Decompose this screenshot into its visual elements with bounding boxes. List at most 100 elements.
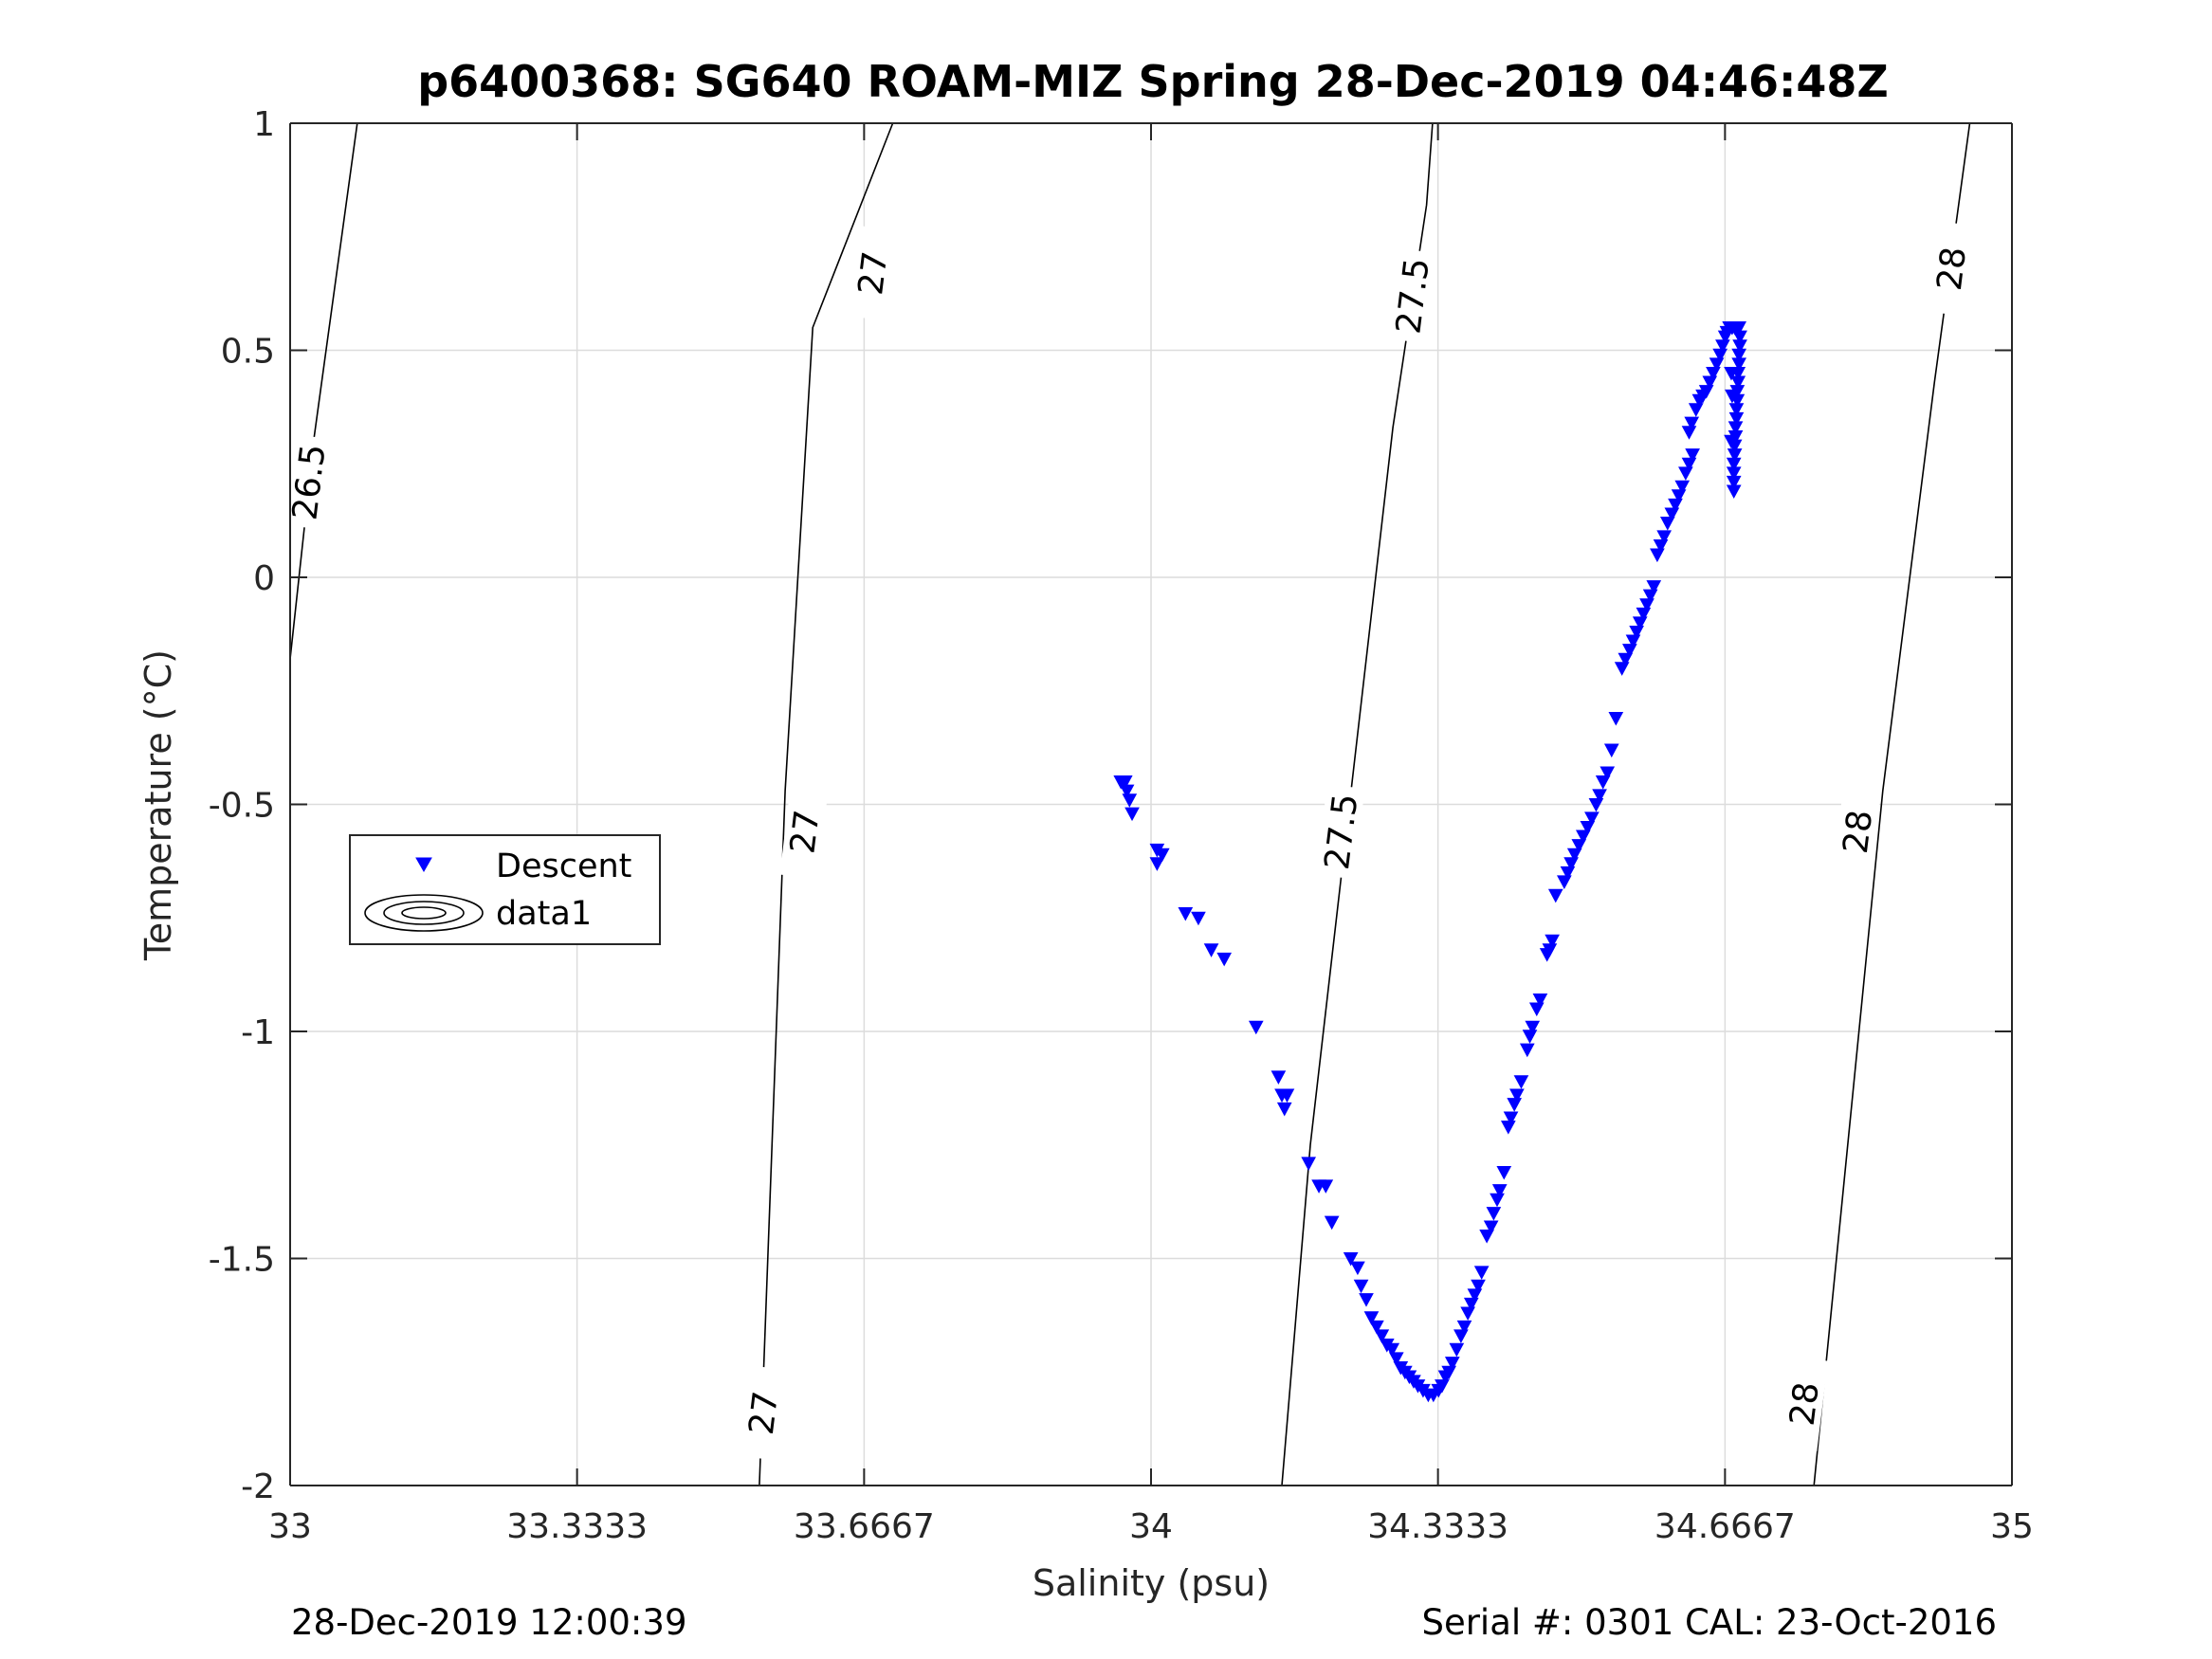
descent-point (1384, 1342, 1400, 1358)
descent-point (1525, 1020, 1541, 1035)
y-tick-label-5: 0.5 (221, 333, 275, 372)
descent-point (1584, 811, 1600, 826)
contour-28: 28 28 28 (1779, 122, 1976, 1486)
descent-point (1500, 1121, 1516, 1135)
descent-point (1479, 1230, 1494, 1244)
descent-point (1496, 1165, 1512, 1180)
descent-point (1456, 1320, 1472, 1335)
descent-point (1545, 934, 1560, 949)
descent-point (1124, 807, 1140, 822)
contour-label-bg-28-2 (1926, 221, 1976, 317)
y-tick-label-3: -0.5 (209, 787, 275, 826)
descent-point (1580, 820, 1596, 835)
descent-point (1728, 421, 1744, 435)
descent-point (1318, 1179, 1334, 1194)
descent-point (1727, 448, 1743, 463)
descent-point (1324, 1215, 1340, 1231)
contour-label-28-0: 28 (1783, 1380, 1827, 1428)
descent-point (1728, 403, 1745, 417)
y-tick-label-2: -1 (241, 1013, 275, 1052)
contour-label-bg-26.5-0 (283, 434, 333, 530)
descent-point (1276, 1102, 1292, 1117)
contour-26.5: 26.5 (283, 122, 358, 660)
contour-label-27-1: 27 (783, 808, 827, 855)
descent-point (1532, 993, 1548, 1008)
descent-point (1571, 839, 1587, 853)
descent-point (1674, 480, 1691, 495)
descent-point (1595, 775, 1611, 790)
x-axis-ticks: 33 33.3333 33.6667 34 34.3333 34.6667 35 (268, 123, 2034, 1546)
descent-point (1301, 1157, 1317, 1171)
contour-label-27-0: 27 (742, 1389, 786, 1436)
legend-label-data1: data1 (496, 895, 592, 933)
descent-point (1471, 1279, 1486, 1294)
descent-point (1681, 426, 1697, 440)
contour-label-bg-28-0 (1779, 1356, 1828, 1451)
descent-point (1726, 484, 1742, 500)
descent-point (1600, 766, 1616, 781)
contour-27.5: 27.5 27.5 (1281, 122, 1437, 1486)
x-tick-label-3: 34 (1129, 1507, 1173, 1546)
y-axis-label: Temperature (°C) (137, 649, 179, 961)
legend-box (349, 834, 661, 945)
descent-point (1444, 1357, 1460, 1371)
descent-point (1732, 339, 1747, 354)
descent-point (1343, 1252, 1359, 1267)
legend-entry-data1: data1 (364, 894, 592, 933)
descent-point (1684, 416, 1700, 431)
descent-point (1350, 1261, 1365, 1276)
descent-point (1119, 784, 1135, 799)
descent-point (1191, 911, 1206, 926)
contour-label-26.5-0: 26.5 (285, 442, 333, 522)
legend-descent-marker (415, 857, 432, 873)
descent-point (1712, 348, 1728, 363)
descent-point (1592, 789, 1607, 803)
descent-point (1279, 1088, 1295, 1103)
descent-point (1374, 1329, 1390, 1343)
y-tick-label-1: -1.5 (209, 1241, 275, 1280)
descent-point (1369, 1320, 1384, 1335)
descent-point (1483, 1220, 1499, 1235)
descent-point (1724, 434, 1739, 449)
descent-point (1659, 517, 1675, 531)
descent-point (1473, 1266, 1490, 1280)
descent-point (1731, 348, 1747, 363)
descent-point (1646, 580, 1662, 594)
descent-point (1122, 793, 1138, 808)
descent-point (1503, 1111, 1519, 1126)
legend-entry-descent: Descent (415, 848, 631, 885)
descent-point (1732, 330, 1747, 345)
descent-point (1178, 906, 1194, 921)
descent-point (1449, 1342, 1465, 1358)
descent-point (1353, 1279, 1369, 1294)
y-tick-label-0: -2 (241, 1468, 275, 1506)
descent-point (1730, 375, 1746, 391)
x-tick-label-4: 34.3333 (1367, 1507, 1508, 1546)
descent-point (1724, 366, 1739, 381)
contour-label-bg-27-1 (779, 784, 829, 880)
x-axis-label: Salinity (psu) (1033, 1562, 1270, 1604)
legend-contour-icon (364, 894, 484, 932)
footer-timestamp: 28-Dec-2019 12:00:39 (291, 1602, 686, 1643)
descent-point (1359, 1293, 1374, 1307)
legend-label-descent: Descent (496, 848, 631, 885)
contour-line-27-0 (759, 122, 894, 1486)
descent-point (1519, 1043, 1535, 1058)
descent-point (1603, 743, 1619, 758)
contour-line-27.5-0 (1281, 122, 1434, 1486)
contour-label-bg-28-1 (1832, 784, 1882, 880)
contour-label-28-1: 28 (1837, 808, 1880, 855)
descent-point (1608, 711, 1624, 726)
descent-point (1513, 1075, 1529, 1089)
descent-point (1726, 457, 1742, 472)
footer-serial-cal: Serial #: 0301 CAL: 23-Oct-2016 (1421, 1602, 1997, 1643)
x-tick-label-6: 35 (1990, 1507, 2034, 1546)
contour-27: 27 27 27 (738, 122, 897, 1486)
descent-point (1507, 1098, 1523, 1112)
x-tick-label-2: 33.6667 (794, 1507, 935, 1546)
contour-label-bg-27.5-0 (1316, 784, 1365, 880)
descent-series (1113, 321, 1747, 1403)
descent-point (1203, 943, 1219, 957)
descent-point (1656, 530, 1673, 544)
